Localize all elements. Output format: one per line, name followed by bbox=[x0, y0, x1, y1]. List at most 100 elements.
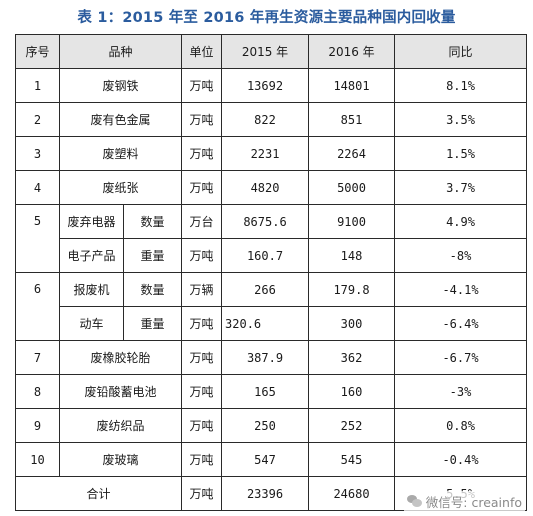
vehicle-sub-yoy: -4.1% bbox=[394, 272, 528, 307]
table-row: 电子产品 重量 万吨 160.7 148 -8% bbox=[16, 238, 528, 273]
row-idx: 9 bbox=[15, 408, 60, 443]
total-label: 合计 bbox=[14, 476, 183, 511]
row-yoy: 1.5% bbox=[394, 136, 528, 171]
row-2016: 851 bbox=[308, 102, 396, 137]
row-name: 废橡胶轮胎 bbox=[58, 340, 183, 375]
table-row: 5 废弃电器 数量 万台 8675.6 9100 4.9% bbox=[15, 204, 528, 273]
ewaste-name-line1: 废弃电器 bbox=[59, 204, 124, 239]
row-2016: 362 bbox=[308, 340, 396, 375]
row-2015: 387.9 bbox=[221, 340, 310, 375]
ewaste-sub-2015: 160.7 bbox=[221, 238, 310, 273]
row-unit: 万吨 bbox=[181, 408, 223, 443]
vehicle-sub-unit: 万辆 bbox=[181, 272, 223, 307]
row-2015: 165 bbox=[221, 374, 310, 409]
total-2015: 23396 bbox=[221, 476, 310, 511]
header-idx: 序号 bbox=[15, 34, 60, 69]
row-unit: 万吨 bbox=[181, 136, 223, 171]
ewaste-sub-2015: 8675.6 bbox=[221, 204, 310, 239]
ewaste-sub-unit: 万台 bbox=[181, 204, 223, 239]
vehicle-sub-yoy: -6.4% bbox=[394, 306, 528, 341]
vehicle-name-line2: 动车 bbox=[59, 306, 124, 341]
row-2016: 5000 bbox=[308, 170, 396, 205]
row-idx: 7 bbox=[15, 340, 60, 375]
row-idx: 8 bbox=[15, 374, 60, 409]
row-idx: 10 bbox=[15, 442, 60, 477]
row-unit: 万吨 bbox=[181, 374, 223, 409]
row-unit: 万吨 bbox=[181, 68, 223, 103]
row-yoy: -3% bbox=[394, 374, 528, 409]
header-name: 品种 bbox=[58, 34, 183, 69]
row-name: 废纸张 bbox=[58, 170, 183, 205]
row-2015: 2231 bbox=[221, 136, 310, 171]
row-yoy: -0.4% bbox=[394, 442, 528, 477]
row-2015: 250 bbox=[221, 408, 310, 443]
vehicle-sub-2016: 179.8 bbox=[308, 272, 396, 307]
vehicle-sub-unit: 万吨 bbox=[181, 306, 223, 341]
ewaste-sub-2016: 9100 bbox=[308, 204, 396, 239]
row-name: 废玻璃 bbox=[58, 442, 183, 477]
table-title: 表 1：2015 年至 2016 年再生资源主要品种国内回收量 bbox=[77, 10, 456, 26]
ewaste-sub-yoy: 4.9% bbox=[394, 204, 528, 239]
row-yoy: 0.8% bbox=[394, 408, 528, 443]
header-unit: 单位 bbox=[181, 34, 223, 69]
row-name: 废有色金属 bbox=[58, 102, 183, 137]
row-yoy: -6.7% bbox=[394, 340, 528, 375]
ewaste-sub-label: 重量 bbox=[122, 238, 183, 273]
recycling-table: 序号 品种 单位 2015 年 2016 年 同比 1 废钢铁 万吨 13692… bbox=[14, 34, 528, 511]
row-unit: 万吨 bbox=[181, 102, 223, 137]
table-row: 动车 重量 万吨 320.6 300 -6.4% bbox=[16, 306, 528, 341]
total-unit: 万吨 bbox=[181, 476, 223, 511]
row-2015: 4820 bbox=[221, 170, 310, 205]
vehicle-idx: 6 bbox=[15, 272, 60, 341]
table-row: 9 废纺织品 万吨 250 252 0.8% bbox=[15, 408, 528, 443]
vehicle-sub-2016: 300 bbox=[308, 306, 396, 341]
row-2016: 160 bbox=[308, 374, 396, 409]
row-2015: 13692 bbox=[221, 68, 310, 103]
row-name: 废塑料 bbox=[58, 136, 183, 171]
row-idx: 1 bbox=[15, 68, 60, 103]
row-2016: 252 bbox=[308, 408, 396, 443]
total-2016: 24680 bbox=[308, 476, 396, 511]
ewaste-name-line2: 电子产品 bbox=[59, 238, 124, 273]
wechat-watermark: 微信号: creainfo bbox=[403, 491, 525, 512]
vehicle-sub-label: 重量 bbox=[122, 306, 183, 341]
ewaste-sub-label: 数量 bbox=[122, 204, 183, 239]
watermark-text: 微信号: creainfo bbox=[425, 495, 522, 510]
vehicle-sub-label: 数量 bbox=[122, 272, 183, 307]
row-idx: 3 bbox=[15, 136, 60, 171]
vehicle-name-line1: 报废机 bbox=[59, 272, 124, 307]
table-row: 10 废玻璃 万吨 547 545 -0.4% bbox=[15, 442, 528, 477]
row-2016: 14801 bbox=[308, 68, 396, 103]
row-2015: 822 bbox=[221, 102, 310, 137]
row-2015: 547 bbox=[221, 442, 310, 477]
row-yoy: 3.7% bbox=[394, 170, 528, 205]
row-unit: 万吨 bbox=[181, 340, 223, 375]
table-row: 1 废钢铁 万吨 13692 14801 8.1% bbox=[15, 68, 528, 103]
ewaste-sub-yoy: -8% bbox=[394, 238, 528, 273]
row-name: 废钢铁 bbox=[58, 68, 183, 103]
row-idx: 4 bbox=[15, 170, 60, 205]
row-unit: 万吨 bbox=[181, 442, 223, 477]
vehicle-sub-2015: 320.6 bbox=[221, 306, 310, 341]
table-row: 2 废有色金属 万吨 822 851 3.5% bbox=[15, 102, 528, 137]
ewaste-idx: 5 bbox=[15, 204, 60, 273]
ewaste-sub-2016: 148 bbox=[308, 238, 396, 273]
table-row: 8 废铅酸蓄电池 万吨 165 160 -3% bbox=[15, 374, 528, 409]
row-yoy: 8.1% bbox=[394, 68, 528, 103]
table-row: 7 废橡胶轮胎 万吨 387.9 362 -6.7% bbox=[15, 340, 528, 375]
table-row: 3 废塑料 万吨 2231 2264 1.5% bbox=[15, 136, 528, 171]
row-yoy: 3.5% bbox=[394, 102, 528, 137]
header-yoy: 同比 bbox=[394, 34, 528, 69]
vehicle-sub-2015: 266 bbox=[221, 272, 310, 307]
row-idx: 2 bbox=[15, 102, 60, 137]
header-2015: 2015 年 bbox=[221, 34, 310, 69]
row-2016: 2264 bbox=[308, 136, 396, 171]
ewaste-sub-unit: 万吨 bbox=[181, 238, 223, 273]
header-row: 序号 品种 单位 2015 年 2016 年 同比 bbox=[15, 34, 528, 69]
wechat-icon bbox=[406, 495, 422, 508]
table-row: 4 废纸张 万吨 4820 5000 3.7% bbox=[15, 170, 528, 205]
header-2016: 2016 年 bbox=[308, 34, 396, 69]
row-2016: 545 bbox=[308, 442, 396, 477]
row-unit: 万吨 bbox=[181, 170, 223, 205]
row-name: 废纺织品 bbox=[58, 408, 183, 443]
